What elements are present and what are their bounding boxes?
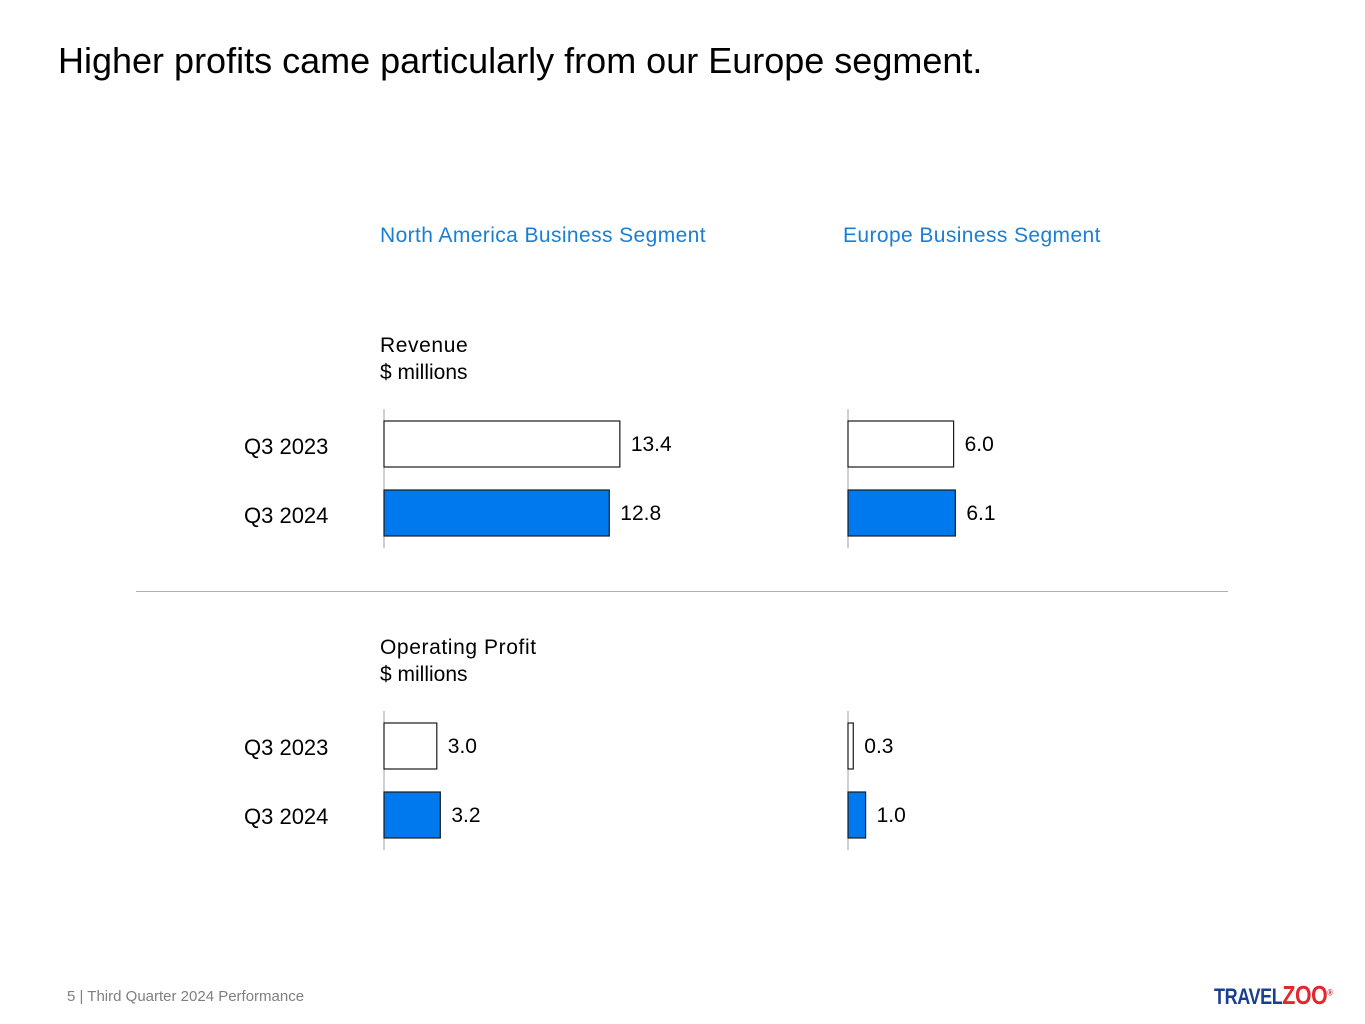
section-divider [136, 591, 1228, 592]
revenue-category-q3-2024: Q3 2024 [244, 503, 329, 528]
revenue-europe-value-label-q3-2024: 6.1 [966, 502, 995, 525]
travelzoo-logo: TRAVELZOO® [1214, 980, 1333, 1011]
operating-profit-europe-value-label-q3-2024: 1.0 [877, 804, 906, 827]
footer-text: 5 | Third Quarter 2024 Performance [67, 988, 305, 1005]
operating-profit-north-america-value-label-q3-2023: 3.0 [448, 735, 477, 758]
revenue-north-america-value-label-q3-2024: 12.8 [620, 502, 661, 525]
operating-profit-north-america-bar-q3-2023 [383, 722, 438, 770]
revenue-category-q3-2023: Q3 2023 [244, 434, 329, 459]
logo-registered-mark: ® [1327, 987, 1333, 998]
page-title: Higher profits came particularly from ou… [58, 40, 983, 81]
operating-profit-north-america-bar-q3-2024 [383, 791, 441, 839]
revenue-metric-label: Revenue $ millions [380, 332, 468, 386]
profit-category-q3-2023: Q3 2023 [244, 735, 329, 760]
revenue-north-america-bar-q3-2023 [383, 420, 621, 468]
revenue-label: Revenue [380, 334, 469, 357]
operating-profit-europe-bar-q3-2023 [847, 722, 854, 770]
operating-profit-europe-value-label-q3-2023: 0.3 [864, 735, 893, 758]
operating-profit-europe-bar-q3-2024 [847, 791, 867, 839]
revenue-europe-bar-q3-2023 [847, 420, 955, 468]
revenue-north-america-value-label-q3-2023: 13.4 [631, 433, 672, 456]
operating-profit-unit-label: $ millions [380, 663, 468, 686]
profit-category-q3-2024: Q3 2024 [244, 804, 329, 829]
operating-profit-metric-label: Operating Profit $ millions [380, 634, 537, 688]
operating-profit-north-america-value-label-q3-2024: 3.2 [451, 804, 480, 827]
operating-profit-label: Operating Profit [380, 636, 537, 659]
logo-zoo: ZOO [1282, 980, 1328, 1010]
revenue-north-america-bar-q3-2024 [383, 489, 610, 537]
segment-title-europe: Europe Business Segment [843, 224, 1101, 247]
revenue-europe-bar-q3-2024 [847, 489, 956, 537]
revenue-unit-label: $ millions [380, 361, 468, 384]
logo-travel: TRAVEL [1214, 984, 1283, 1009]
segment-title-north-america: North America Business Segment [380, 224, 706, 247]
revenue-europe-value-label-q3-2023: 6.0 [965, 433, 994, 456]
